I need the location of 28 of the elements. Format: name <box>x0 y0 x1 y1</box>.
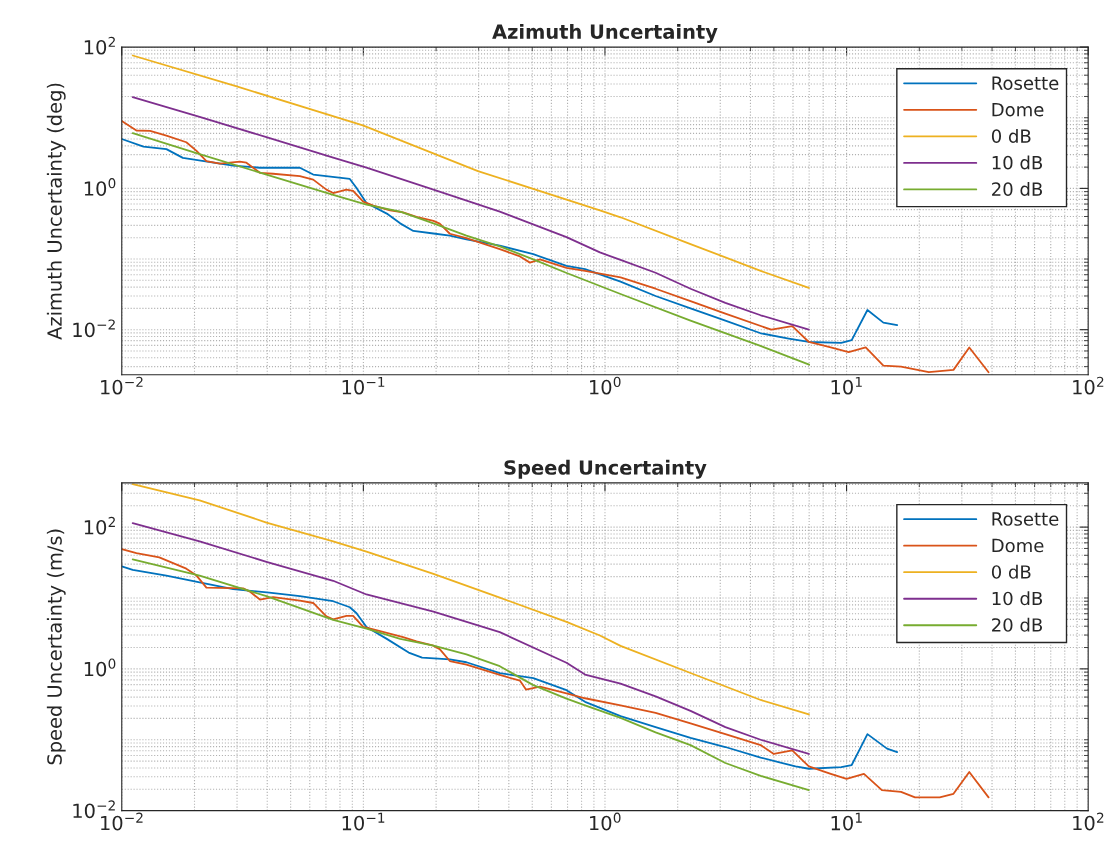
x-tick-label: 10$^{−2}$ <box>101 376 143 395</box>
x-tick-label: 10$^{2}$ <box>1073 812 1104 831</box>
chart-title: Azimuth Uncertainty <box>492 23 718 43</box>
legend-label: 10 dB <box>992 155 1043 170</box>
y-tick-label: 10$^{0}$ <box>84 658 116 677</box>
legend-label: Dome <box>992 103 1044 117</box>
x-tick-label: 10$^{0}$ <box>590 812 621 831</box>
y-tick-label: 10$^{0}$ <box>84 178 116 196</box>
legend-label: 0 dB <box>991 564 1031 579</box>
legend-label: Dome <box>992 538 1044 553</box>
legend-label: Rosette <box>992 512 1059 526</box>
y-tick-label: 10$^{2}$ <box>84 516 115 535</box>
legend-label: 10 dB <box>992 591 1043 606</box>
legend-label: Rosette <box>992 76 1059 90</box>
y-tick-label: 10$^{2}$ <box>84 36 115 55</box>
x-tick-label: 10$^{−1}$ <box>342 812 385 831</box>
x-tick-label: 10$^{1}$ <box>831 376 862 395</box>
legend-label: 20 dB <box>992 617 1043 632</box>
x-tick-label: 10$^{−1}$ <box>342 376 385 395</box>
y-axis-title: Azimuth Uncertainty (deg) <box>46 83 66 340</box>
y-tick-label: 10$^{−2}$ <box>73 319 115 338</box>
legend-label: 0 dB <box>991 128 1031 143</box>
y-axis-title: Speed Uncertainty (m/s) <box>46 529 66 765</box>
x-tick-label: 10$^{2}$ <box>1073 376 1104 395</box>
legend-label: 20 dB <box>992 181 1043 196</box>
x-tick-label: 10$^{0}$ <box>590 376 621 395</box>
x-tick-label: 10$^{1}$ <box>831 812 862 831</box>
chart-title: Speed Uncertainty <box>504 459 707 479</box>
